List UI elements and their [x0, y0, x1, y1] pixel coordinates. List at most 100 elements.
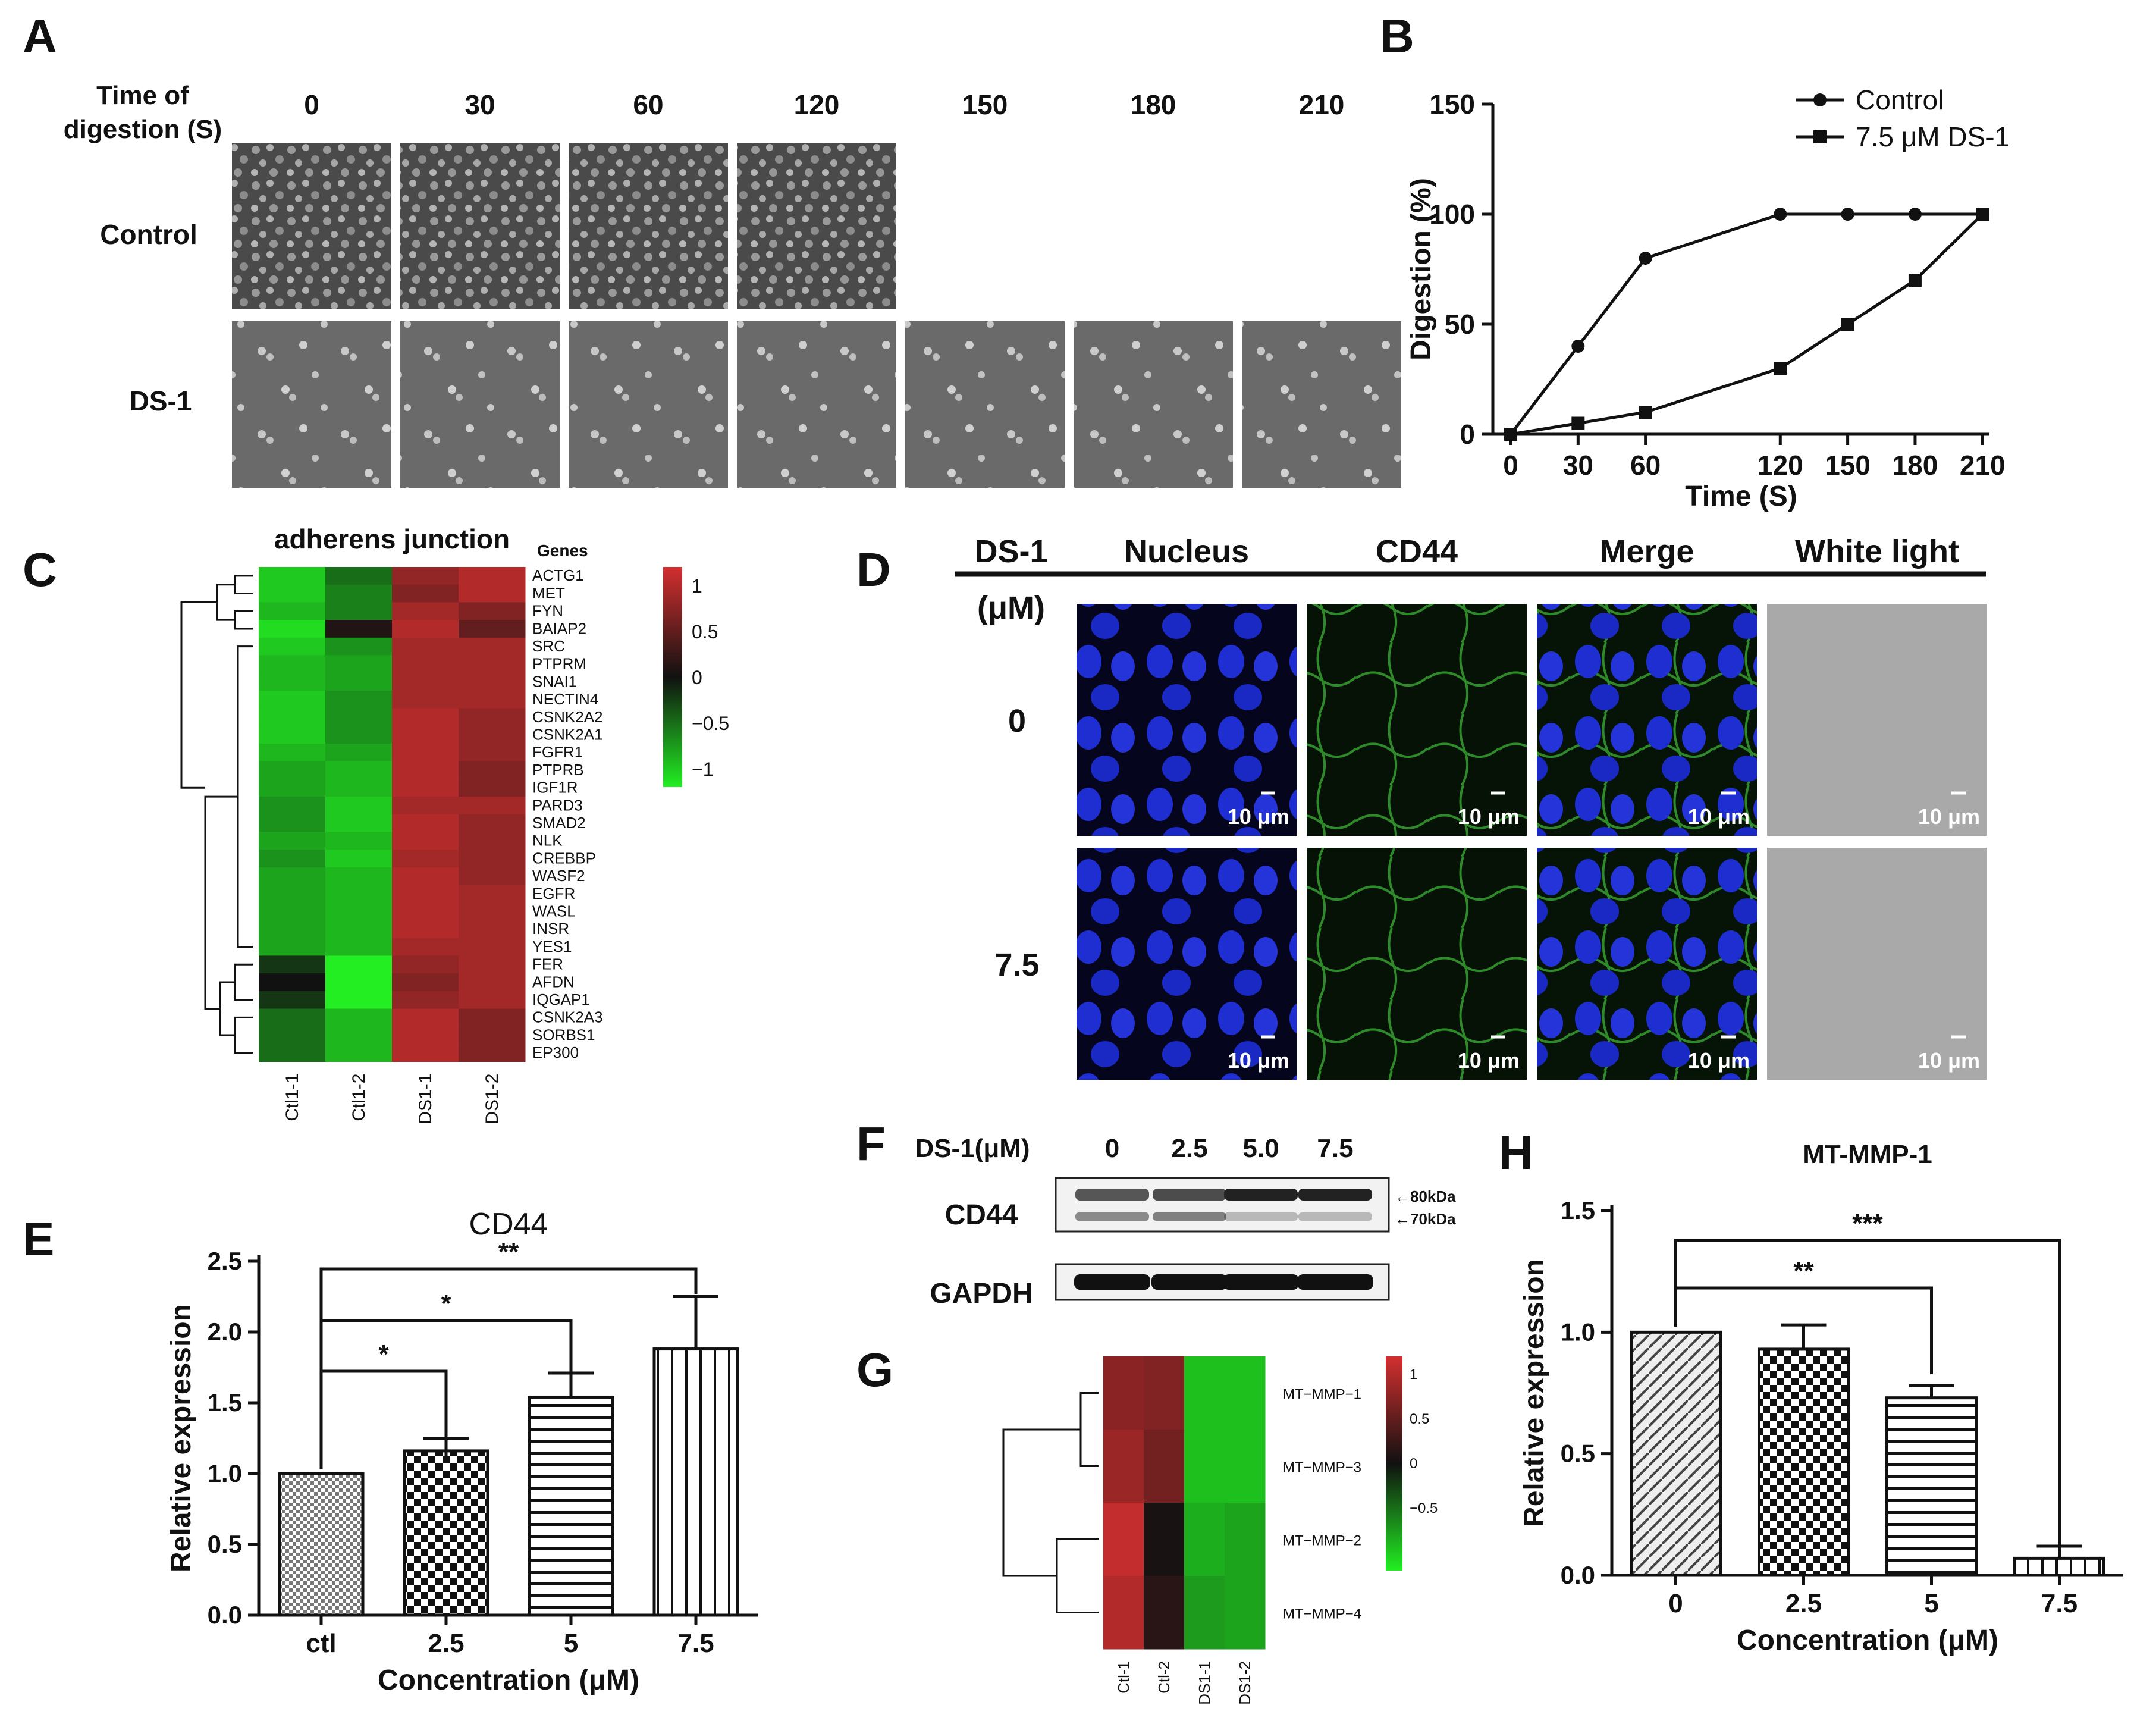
- x-tick-label: 180: [1893, 450, 1938, 481]
- heatmap-cell: [259, 938, 326, 956]
- heatmap-cell: [325, 991, 393, 1009]
- x-axis-label: Concentration (μM): [378, 1665, 639, 1696]
- y-tick-label: 0: [1460, 419, 1475, 450]
- legend-marker-circle: [1813, 93, 1827, 106]
- gene-label: CSNK2A2: [532, 708, 603, 726]
- heatmap-cell: [259, 973, 326, 992]
- gene-label: PTPRM: [532, 655, 586, 673]
- panel-h: H 0.0 0.5 1.0 1.5 0 2.5 5 7.5 Concentration (μM)…: [1499, 1126, 2123, 1656]
- heatmap-cell: [459, 1008, 526, 1027]
- heatmap-cell: [1225, 1576, 1266, 1650]
- heatmap-cell: [325, 761, 393, 779]
- y-axis-label: Relative expression: [165, 1304, 197, 1572]
- heatmap-cell: [325, 938, 393, 956]
- gene-label: CREBBP: [532, 849, 596, 867]
- heatmap-cell: [392, 690, 459, 709]
- dendrogram-branch: [219, 981, 235, 1036]
- gene-label: EP300: [532, 1043, 579, 1061]
- heatmap-cell: [392, 1043, 459, 1062]
- heatmap-cell: [259, 814, 326, 832]
- heatmap-cell: [259, 779, 326, 797]
- heatmap-cell: [459, 726, 526, 744]
- point-ds1: [1908, 274, 1922, 287]
- heatmap-cell: [325, 567, 393, 585]
- significance-label: **: [1793, 1256, 1814, 1286]
- heatmap-cell: [325, 832, 393, 850]
- column-label: Ctl-2: [1155, 1661, 1173, 1694]
- gene-label: PTPRB: [532, 761, 584, 779]
- micrograph-control: [400, 143, 560, 309]
- heatmap-cell: [459, 991, 526, 1009]
- point-ds1: [1571, 416, 1585, 430]
- heatmap-cell: [325, 637, 393, 656]
- x-tick-label: 0: [1503, 450, 1518, 481]
- lane-label: 2.5: [1171, 1134, 1207, 1163]
- heatmap-cell: [325, 655, 393, 673]
- heatmap-cell: [392, 885, 459, 903]
- micrograph-cd44: [1307, 604, 1527, 836]
- colorbar-tick: 1: [1410, 1366, 1417, 1383]
- significance-bracket: [1674, 1239, 2061, 1547]
- x-axis-label: Time (S): [1685, 481, 1797, 512]
- heatmap-cell: [325, 955, 393, 974]
- micrograph-ds1: [232, 321, 391, 488]
- gene-label: SORBS1: [532, 1026, 595, 1043]
- dendrogram-branch: [1002, 1428, 1081, 1577]
- heatmap-cell: [459, 761, 526, 779]
- time-header-line2: digestion (S): [64, 115, 222, 144]
- heatmap-cell: [392, 902, 459, 921]
- colorbar-tick: −1: [692, 758, 713, 780]
- gene-label: SMAD2: [532, 814, 586, 832]
- heatmap-cell: [325, 602, 393, 620]
- scale-bar-label: 10 μm: [1918, 804, 1980, 829]
- bar: [278, 1472, 365, 1617]
- x-tick-label: 7.5: [677, 1629, 714, 1658]
- heatmap-cell: [259, 655, 326, 673]
- bar: [1630, 1330, 1722, 1577]
- genes-header: Genes: [537, 541, 588, 560]
- heatmap-cell: [392, 1008, 459, 1027]
- gene-label: FER: [532, 955, 563, 973]
- f-protein-gapdh: GAPDH: [930, 1278, 1033, 1309]
- panel-label-h: H: [1499, 1126, 1533, 1179]
- heatmap-cell: [1103, 1576, 1144, 1650]
- y-tick-label: 1.0: [1561, 1318, 1595, 1346]
- panel-a: A Time of digestion (S) 0 30 60 120 150 180 21…: [23, 10, 1401, 488]
- heatmap-cell: [392, 761, 459, 779]
- heatmap-cell: [459, 797, 526, 815]
- dendrogram-branch: [234, 963, 253, 1001]
- bar: [2013, 1556, 2105, 1577]
- colorbar: [1386, 1356, 1402, 1571]
- y-tick-label: 0.0: [1561, 1561, 1595, 1589]
- d-unit-header: (μM): [977, 590, 1045, 626]
- band-80kda: [1075, 1189, 1149, 1201]
- panel-f: F DS-1(μM) 0 2.5 5.0 7.5 CD44 GAPDH ←80kDa …: [856, 1117, 1456, 1309]
- f-treatment-label: DS-1(μM): [915, 1134, 1030, 1163]
- heatmap-cell: [325, 885, 393, 903]
- band-80kda: [1153, 1189, 1226, 1201]
- heatmap-cell: [392, 655, 459, 673]
- heatmap-cell: [1144, 1356, 1185, 1430]
- heatmap-cell: [459, 885, 526, 903]
- heatmap-cell: [325, 1026, 393, 1045]
- dendrogram-branch: [1079, 1392, 1099, 1467]
- gene-label: WASL: [532, 902, 576, 920]
- significance-bracket: [319, 1267, 698, 1469]
- colorbar-tick: 0.5: [692, 621, 718, 642]
- heatmap-cell: [459, 832, 526, 850]
- heatmap-cell: [325, 850, 393, 868]
- heatmap-cell: [259, 602, 326, 620]
- panel-label-g: G: [856, 1343, 893, 1396]
- heatmap-cell: [392, 1026, 459, 1045]
- heatmap-cell: [459, 690, 526, 709]
- gene-label: FGFR1: [532, 743, 583, 761]
- heatmap-cell: [392, 708, 459, 726]
- bar: [652, 1347, 739, 1617]
- gene-label: IGF1R: [532, 779, 578, 797]
- y-axis-label: Digestion (%): [1405, 178, 1437, 361]
- heatmap-cell: [459, 708, 526, 726]
- bar: [1758, 1347, 1850, 1577]
- gene-label: SNAI1: [532, 672, 577, 690]
- micrograph-control: [737, 143, 896, 309]
- lane-label: 5.0: [1242, 1134, 1279, 1163]
